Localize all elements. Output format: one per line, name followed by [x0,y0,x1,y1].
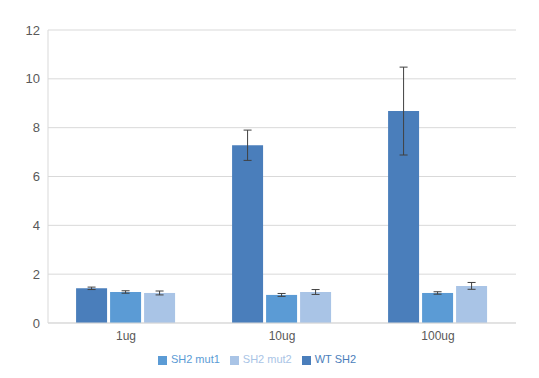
html-text:WT SH2: WT SH2 [314,353,357,365]
svg-text:10ug: 10ug [269,329,296,343]
svg-text:2: 2 [33,267,40,282]
svg-text:6: 6 [33,169,40,184]
svg-text:100ug: 100ug [421,329,454,343]
svg-text:10: 10 [26,71,40,86]
svg-text:1ug: 1ug [116,329,136,343]
svg-text:12: 12 [26,23,40,38]
svg-text:0: 0 [33,316,40,331]
html-text:SH2 mut1: SH2 mut1 [170,353,220,365]
svg-text:8: 8 [33,120,40,135]
svg-text:4: 4 [33,218,40,233]
html-text:SH2 mut2: SH2 mut2 [242,353,292,365]
